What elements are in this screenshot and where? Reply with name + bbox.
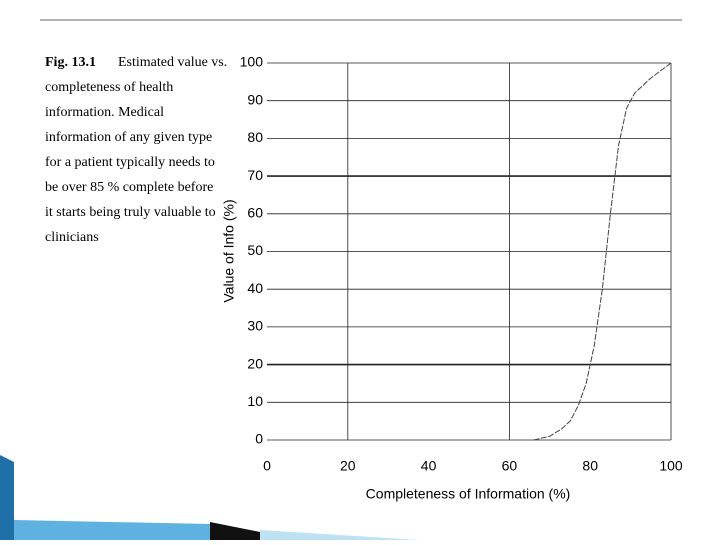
caption-line: be over 85 % complete before xyxy=(45,180,213,195)
y-tick-label: 10 xyxy=(247,393,263,409)
caption-line: Estimated value vs. xyxy=(118,55,227,70)
x-tick-label: 0 xyxy=(263,458,271,474)
caption-line: completeness of health xyxy=(45,80,173,95)
x-tick-label: 80 xyxy=(582,458,598,474)
y-tick-label: 70 xyxy=(247,167,263,183)
x-tick-label: 40 xyxy=(421,458,437,474)
y-tick-label: 0 xyxy=(255,431,263,447)
y-tick-label: 50 xyxy=(247,242,263,258)
caption-line: for a patient typically needs to xyxy=(45,155,215,170)
x-axis-label: Completeness of Information (%) xyxy=(366,486,571,502)
data-line xyxy=(533,62,672,441)
caption-line: information. Medical xyxy=(45,105,164,120)
x-tick-label: 100 xyxy=(659,458,683,474)
y-tick-label: 60 xyxy=(247,205,263,221)
x-tick-label: 60 xyxy=(502,458,518,474)
footer-decoration xyxy=(0,455,420,540)
caption-label: Fig. 13.1 xyxy=(45,55,96,70)
caption-line: it starts being truly valuable to xyxy=(45,205,216,220)
caption-line: clinicians xyxy=(45,230,99,245)
y-tick-label: 80 xyxy=(247,129,263,145)
y-tick-label: 100 xyxy=(240,54,264,70)
y-tick-label: 20 xyxy=(247,355,263,371)
y-tick-label: 30 xyxy=(247,318,263,334)
caption-line: information of any given type xyxy=(45,130,212,145)
y-axis-label: Value of Info (%) xyxy=(221,199,237,302)
caption: Estimated value vs. completeness of healt… xyxy=(45,55,227,245)
x-tick-label: 20 xyxy=(340,458,356,474)
y-tick-label: 90 xyxy=(247,91,263,107)
y-tick-label: 40 xyxy=(247,280,263,296)
